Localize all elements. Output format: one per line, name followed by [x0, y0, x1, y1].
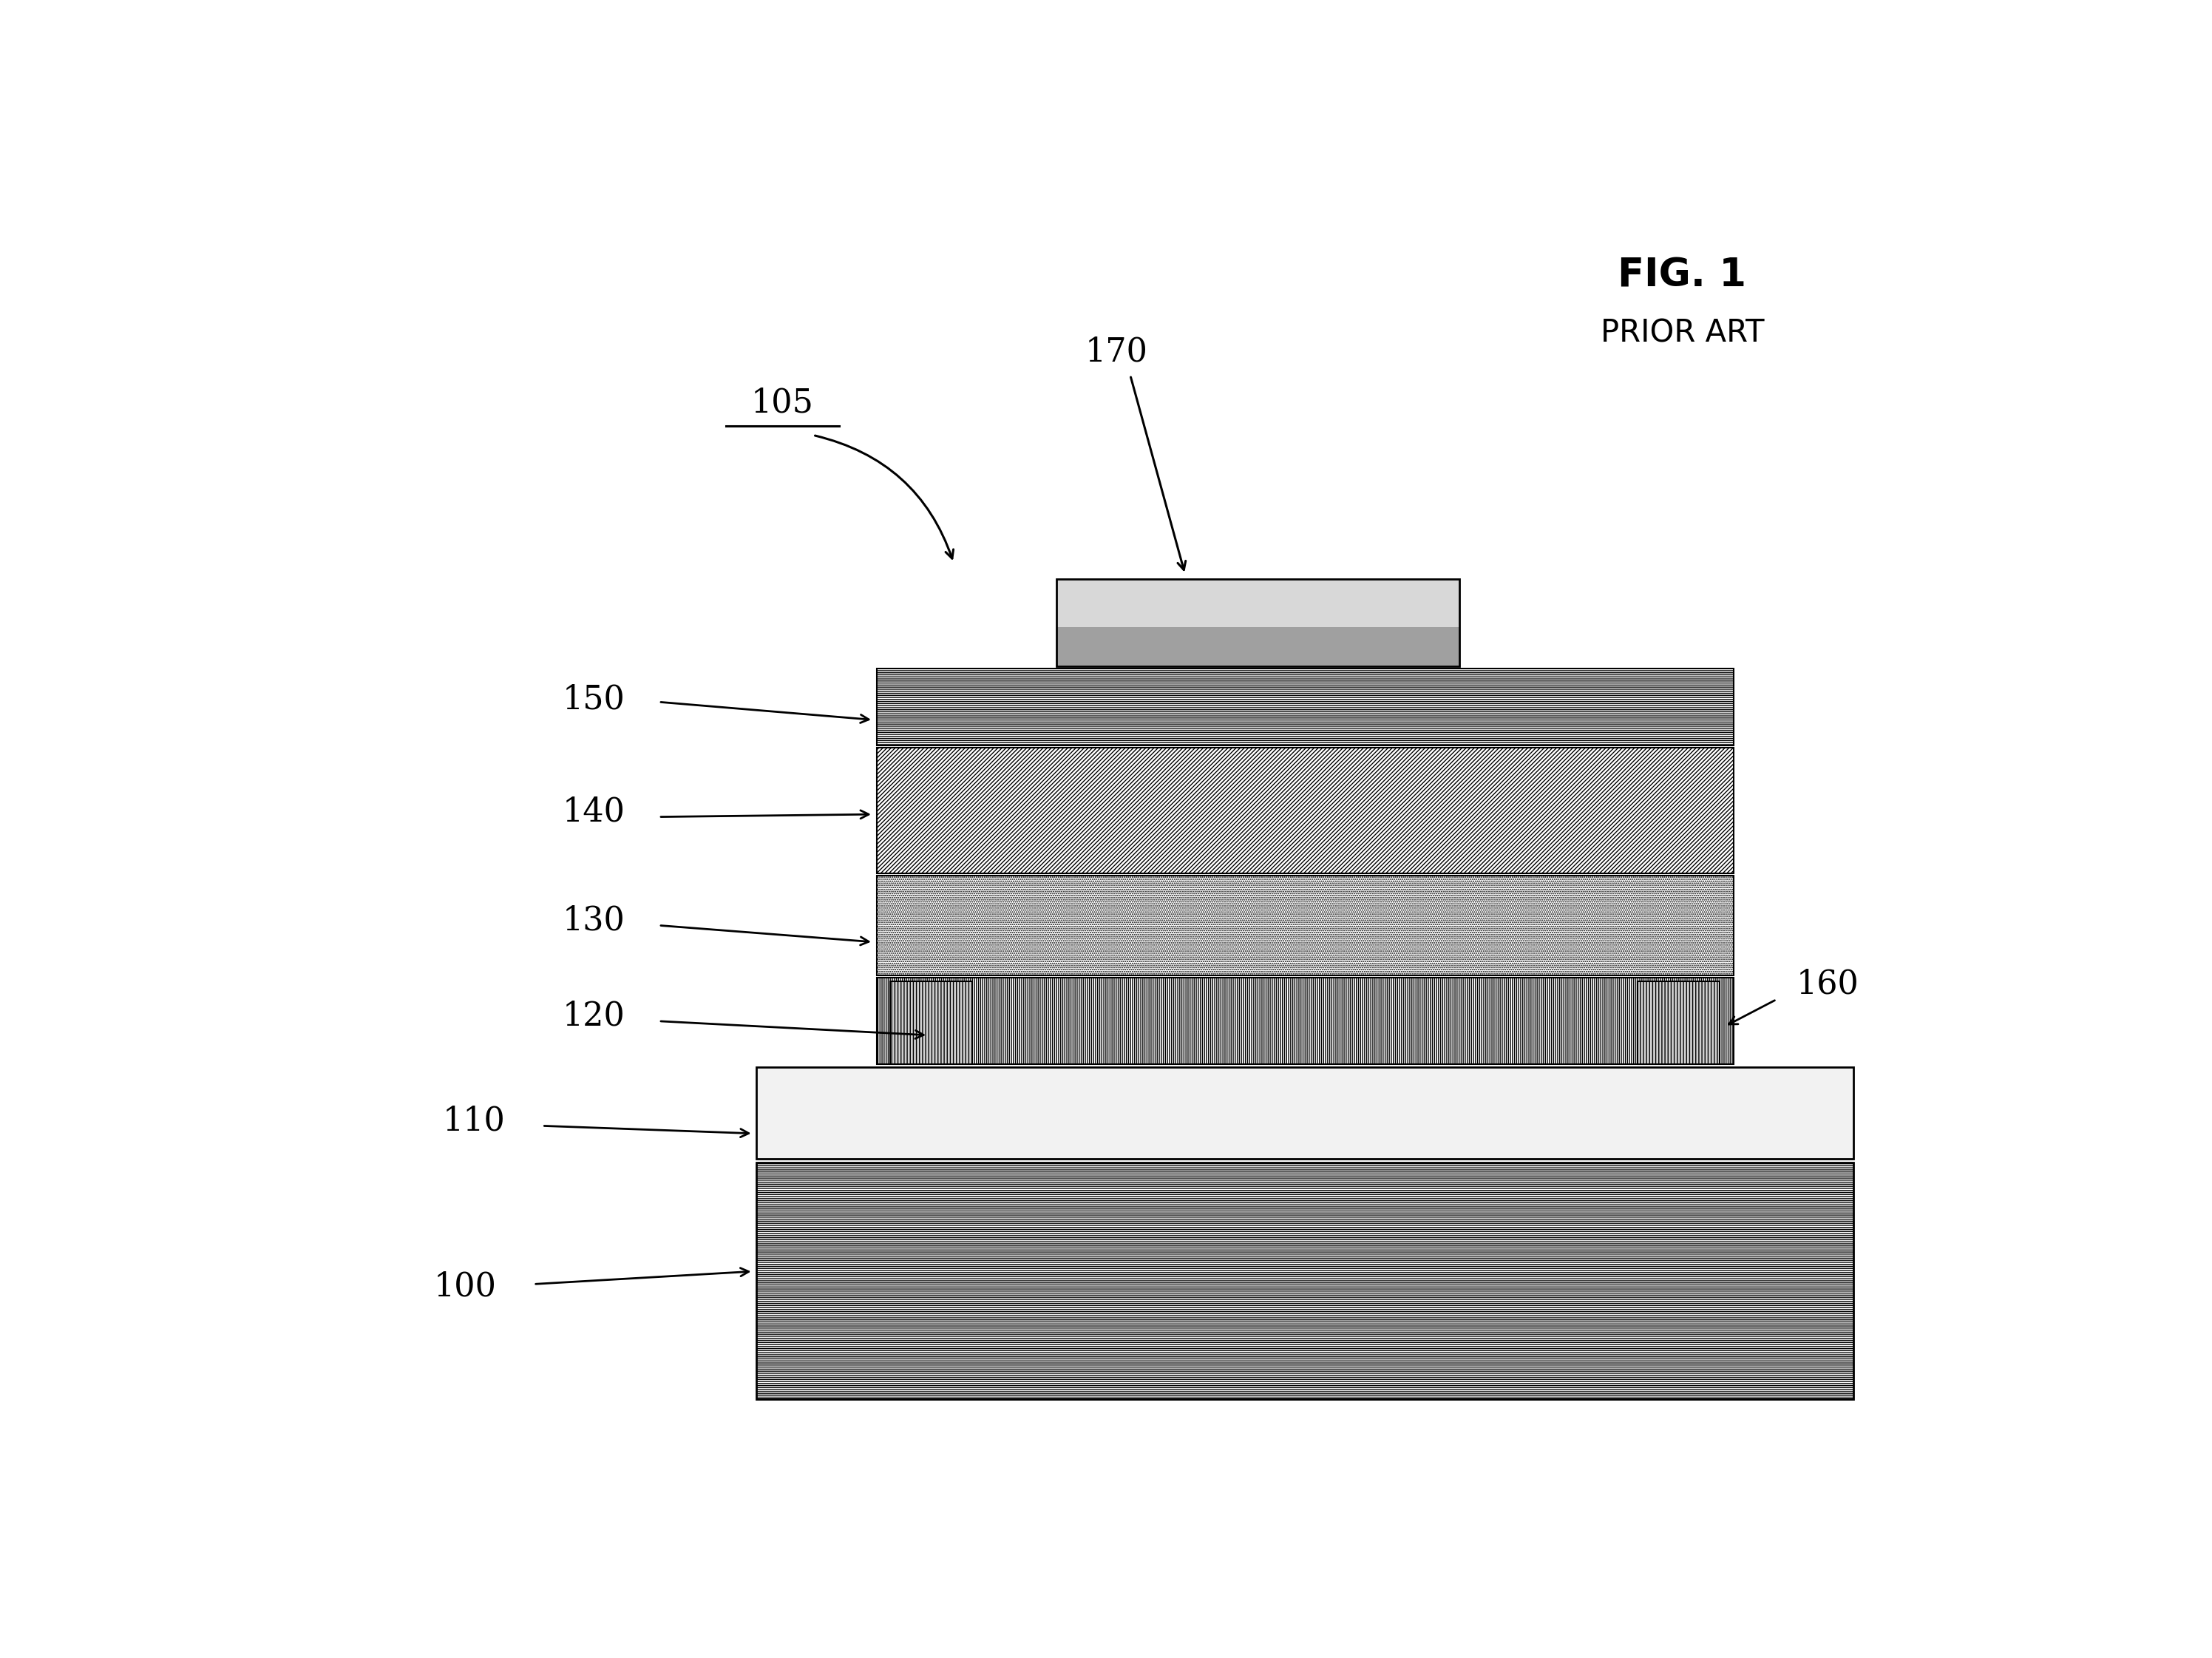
Bar	[1637, 982, 1721, 1064]
Bar	[1057, 579, 1460, 627]
Bar	[876, 748, 1734, 874]
Bar	[757, 1162, 1854, 1399]
Bar	[876, 668, 1734, 746]
Text: FIG. 1: FIG. 1	[1617, 257, 1747, 295]
Bar	[889, 982, 973, 1064]
Bar	[1057, 627, 1460, 667]
Text: 105: 105	[750, 388, 814, 419]
Text: 170: 170	[1086, 337, 1148, 368]
Bar	[757, 1068, 1854, 1159]
Text: 110: 110	[442, 1104, 504, 1137]
Bar	[876, 978, 1734, 1064]
Bar	[876, 875, 1734, 975]
Text: 150: 150	[562, 683, 626, 715]
Text: PRIOR ART: PRIOR ART	[1599, 317, 1765, 348]
Text: 120: 120	[562, 1000, 626, 1031]
Text: 160: 160	[1796, 968, 1860, 1000]
Bar	[889, 982, 973, 1064]
Text: 100: 100	[434, 1270, 495, 1303]
Bar	[1057, 579, 1460, 667]
Bar	[1637, 982, 1721, 1064]
Text: 130: 130	[562, 904, 626, 937]
Text: 140: 140	[562, 796, 626, 827]
